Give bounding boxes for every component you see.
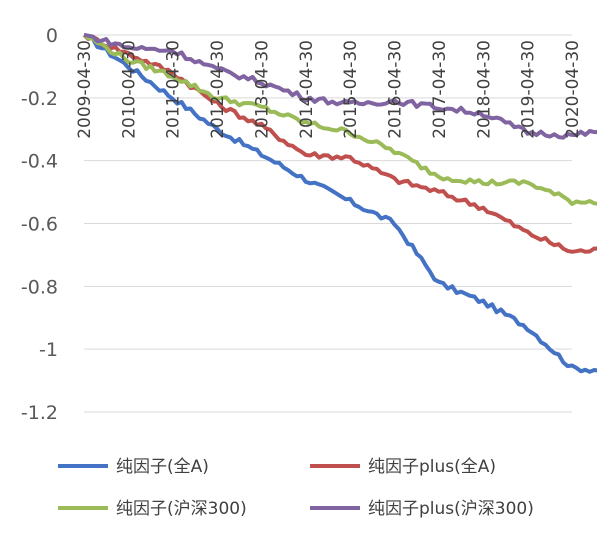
series-line-2 [82,33,597,254]
x-axis-tick-labels: 2009-04-30 2010-04-30 2011-04-30 2012-04-30… [75,40,583,139]
series-lines [82,33,597,374]
x-tick-label: 2017-04-30 [430,40,450,139]
x-tick-label: 2011-04-30 [164,40,184,139]
x-tick-label: 2012-04-30 [208,40,228,139]
legend-entry: 纯因子(沪深300) [116,499,247,519]
y-tick-label: -0.4 [21,151,58,173]
x-tick-label: 2014-04-30 [297,40,317,139]
x-tick-label: 2020-04-30 [563,40,583,139]
x-tick-label: 2018-04-30 [474,40,494,139]
y-tick-label: -0.8 [21,276,58,298]
y-tick-label: -1 [39,339,58,361]
y-tick-label: 0 [46,25,58,47]
legend-entry: 纯因子(全A) [116,457,209,477]
x-tick-label: 2009-04-30 [75,40,95,139]
series-line-4 [83,33,597,140]
y-axis-tick-labels: 0 -0.2 -0.4 -0.6 -0.8 -1 -1.2 [21,25,58,424]
x-tick-label: 2019-04-30 [519,40,539,139]
legend: 纯因子(全A) 纯因子plus(全A) 纯因子(沪深300) 纯因子plus(沪深30… [58,457,534,519]
legend-entry: 纯因子plus(全A) [368,457,496,477]
y-tick-label: -0.6 [21,214,58,236]
y-tick-label: -0.2 [21,88,58,110]
x-tick-label: 2010-04-30 [119,40,139,139]
gridlines [84,34,572,413]
series-line-1 [83,33,597,374]
x-tick-label: 2015-04-30 [341,40,361,139]
y-tick-label: -1.2 [21,402,58,424]
x-tick-label: 2016-04-30 [386,40,406,139]
legend-entry: 纯因子plus(沪深300) [368,499,534,519]
series-line-3 [82,33,597,206]
x-tick-label: 2013-04-30 [252,40,272,139]
